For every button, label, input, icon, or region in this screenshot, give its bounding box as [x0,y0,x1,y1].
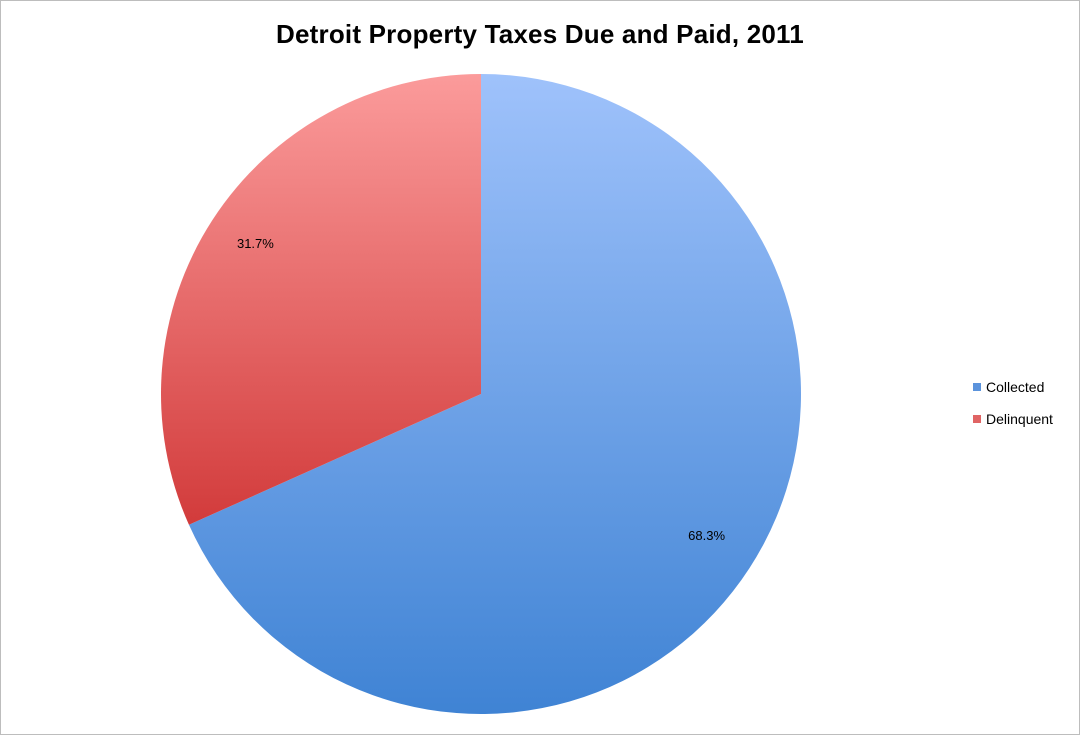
pie-slice-delinquent [160,74,481,525]
legend-swatch-collected [973,383,981,391]
data-label-delinquent: 31.7% [237,236,274,251]
chart-title: Detroit Property Taxes Due and Paid, 201… [276,19,804,49]
legend-item-collected: Collected [973,371,1073,403]
legend: Collected Delinquent [973,371,1073,435]
pie-slice-collected [188,74,801,714]
data-label-collected: 68.3% [688,528,725,543]
legend-item-delinquent: Delinquent [973,403,1073,435]
legend-label-collected: Collected [986,379,1045,395]
legend-swatch-delinquent [973,415,981,423]
legend-label-delinquent: Delinquent [986,411,1053,427]
